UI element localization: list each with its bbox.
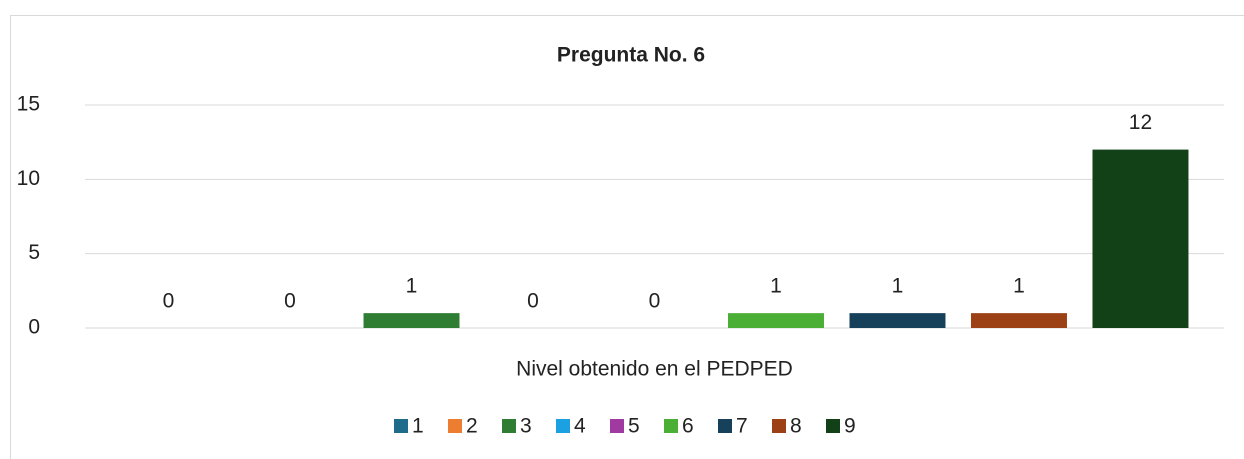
y-tick-label: 15 xyxy=(17,93,40,116)
data-label: 0 xyxy=(163,290,175,313)
data-label: 1 xyxy=(1013,275,1025,298)
legend-swatch xyxy=(556,419,570,433)
data-label: 1 xyxy=(770,275,782,298)
bar xyxy=(728,313,824,328)
legend-swatch xyxy=(826,419,840,433)
data-label: 1 xyxy=(892,275,904,298)
legend-label: 1 xyxy=(412,415,424,438)
data-label: 12 xyxy=(1129,111,1152,134)
legend-swatch xyxy=(448,419,462,433)
chart-border xyxy=(10,15,1244,459)
legend-label: 6 xyxy=(682,415,694,438)
legend-swatch xyxy=(610,419,624,433)
bar xyxy=(1092,149,1189,328)
legend-label: 4 xyxy=(574,415,586,438)
y-tick-label: 0 xyxy=(28,316,40,339)
bar xyxy=(849,313,946,328)
bar xyxy=(970,313,1067,328)
data-label: 1 xyxy=(406,275,418,298)
y-tick-label: 10 xyxy=(17,167,40,190)
chart-title: Pregunta No. 6 xyxy=(557,44,705,67)
legend-label: 7 xyxy=(736,415,748,438)
legend-label: 5 xyxy=(628,415,640,438)
legend-label: 3 xyxy=(520,415,532,438)
y-tick-label: 5 xyxy=(28,241,40,264)
legend-label: 8 xyxy=(790,415,802,438)
bar xyxy=(363,313,460,328)
legend-swatch xyxy=(394,419,408,433)
legend-label: 2 xyxy=(466,415,478,438)
legend-label: 9 xyxy=(844,415,856,438)
data-label: 0 xyxy=(284,290,296,313)
data-label: 0 xyxy=(527,290,539,313)
data-label: 0 xyxy=(649,290,661,313)
legend-swatch xyxy=(502,419,516,433)
legend-swatch xyxy=(772,419,786,433)
x-tick-label: Nivel obtenido en el PEDPED xyxy=(516,358,793,381)
legend-swatch xyxy=(664,419,678,433)
legend-swatch xyxy=(718,419,732,433)
